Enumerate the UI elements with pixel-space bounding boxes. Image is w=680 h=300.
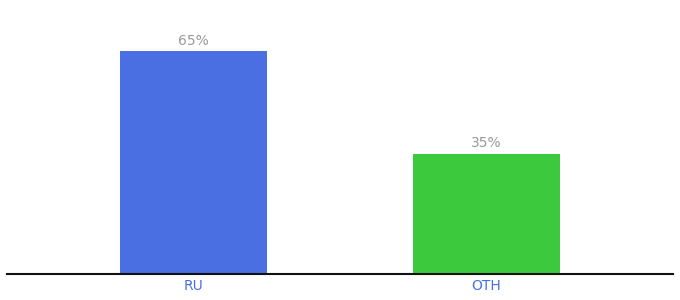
Bar bbox=[413, 154, 560, 274]
Text: 35%: 35% bbox=[471, 136, 502, 151]
Text: 65%: 65% bbox=[178, 34, 209, 48]
Bar bbox=[120, 51, 267, 274]
